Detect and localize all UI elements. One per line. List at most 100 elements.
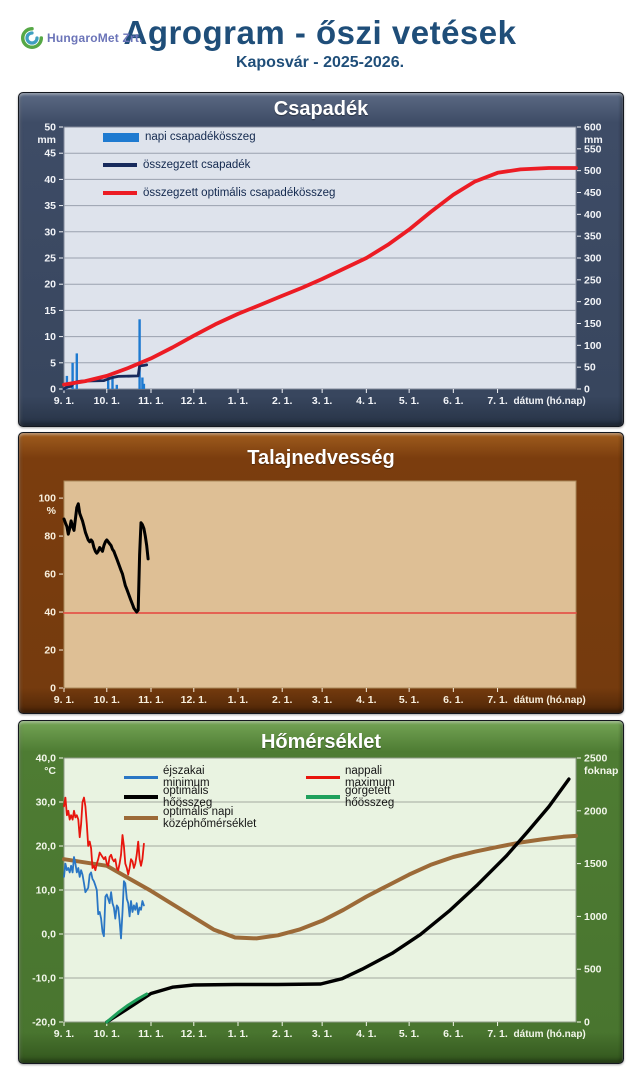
svg-text:10,0: 10,0 (36, 885, 57, 897)
gridlines (64, 152, 576, 364)
svg-text:12. 1.: 12. 1. (181, 395, 207, 407)
svg-text:0: 0 (584, 384, 590, 396)
x-axis-title: dátum (hó.nap) (514, 695, 586, 706)
temperature-chart-title: Hőmérséklet (260, 731, 382, 753)
legend-label: éjszakai minimum (163, 765, 210, 789)
series-optimális-hőösszeg (105, 777, 571, 1024)
left-axis: 100% 80 60 40 20 0 (38, 493, 63, 695)
svg-text:40: 40 (44, 607, 56, 619)
svg-text:%: % (47, 505, 57, 517)
series-görgetett-hőösszeg (105, 992, 149, 1024)
svg-text:30,0: 30,0 (36, 797, 57, 809)
svg-text:-20,0: -20,0 (32, 1017, 56, 1029)
svg-text:1000: 1000 (584, 911, 608, 923)
svg-text:1500: 1500 (584, 858, 608, 870)
svg-text:3. 1.: 3. 1. (312, 1028, 333, 1040)
legend-item: nappali maximum (306, 765, 395, 789)
svg-text:7. 1.: 7. 1. (487, 395, 508, 407)
daily-precip-swatch (103, 132, 139, 142)
svg-text:foknap: foknap (584, 765, 618, 777)
legend-label: nappali maximum (345, 765, 395, 789)
svg-text:6. 1.: 6. 1. (443, 1028, 464, 1040)
optimal-mean-temp-swatch (124, 816, 158, 820)
svg-text:10. 1.: 10. 1. (94, 694, 120, 706)
svg-text:2000: 2000 (584, 805, 608, 817)
svg-text:100: 100 (584, 340, 602, 352)
svg-text:550: 550 (584, 143, 602, 155)
soil-moisture-chart-title: Talajnedvesség (247, 447, 395, 469)
precipitation-legend: napi csapadékösszeg összegzett csapadék … (103, 123, 335, 207)
svg-text:11. 1.: 11. 1. (138, 395, 164, 407)
legend-label: optimális napi középhőmérséklet (163, 806, 257, 830)
series-összegzett-optimális-csapadékösszeg (62, 166, 578, 387)
svg-text:12. 1.: 12. 1. (181, 1028, 207, 1040)
x-axis: 9. 1. 10. 1. 11. 1. 12. 1. 1. 1. 2. 1. 3. 1. 4.… (54, 688, 586, 706)
svg-text:7. 1.: 7. 1. (487, 694, 508, 706)
svg-text:0: 0 (584, 1017, 590, 1029)
svg-text:9. 1.: 9. 1. (54, 395, 75, 407)
night-min-swatch (124, 775, 158, 779)
soil-moisture-chart-plot: 100% 80 60 40 20 09. 1. 10. 1. 11. 1. 12. 1. 1. 1… (38, 480, 586, 706)
svg-text:5. 1.: 5. 1. (399, 395, 420, 407)
svg-text:50: 50 (44, 122, 56, 134)
svg-text:5. 1.: 5. 1. (399, 694, 420, 706)
svg-text:9. 1.: 9. 1. (54, 694, 75, 706)
hungaromet-spiral-icon (20, 26, 44, 50)
svg-text:45: 45 (44, 148, 56, 160)
x-axis: 9. 1. 10. 1. 11. 1. 12. 1. 1. 1. 2. 1. 3. 1. 4.… (54, 389, 586, 407)
x-axis: 9. 1. 10. 1. 11. 1. 12. 1. 1. 1. 2. 1. 3. 1. 4.… (54, 1022, 586, 1040)
svg-text:3. 1.: 3. 1. (312, 694, 333, 706)
logo-text: HungaroMet Zrt. (47, 31, 143, 45)
svg-text:500: 500 (584, 165, 602, 177)
svg-text:5. 1.: 5. 1. (399, 1028, 420, 1040)
svg-text:300: 300 (584, 253, 602, 265)
svg-text:6. 1.: 6. 1. (443, 395, 464, 407)
rolled-heatsum-swatch (306, 795, 340, 799)
precipitation-chart-box: Csapadék 50 mm 45 40 35 30 25 20 15 10 5 0 600 mm 550 5… (18, 92, 624, 427)
svg-text:0,0: 0,0 (41, 929, 56, 941)
svg-text:150: 150 (584, 318, 602, 330)
svg-text:20,0: 20,0 (36, 841, 57, 853)
legend-item: éjszakai minimum (124, 765, 210, 789)
svg-text:1. 1.: 1. 1. (228, 395, 249, 407)
svg-text:400: 400 (584, 209, 602, 221)
legend-item: napi csapadékösszeg (103, 123, 335, 151)
plot-area (63, 480, 577, 689)
legend-item: összegzett csapadék (103, 151, 335, 179)
svg-text:100: 100 (38, 493, 56, 505)
svg-text:10. 1.: 10. 1. (94, 1028, 120, 1040)
legend-label: napi csapadékösszeg (145, 131, 256, 143)
x-axis-title: dátum (hó.nap) (514, 1029, 586, 1040)
svg-text:2. 1.: 2. 1. (272, 395, 293, 407)
legend-item: összegzett optimális csapadékösszeg (103, 179, 335, 207)
precipitation-chart-title: Csapadék (273, 98, 369, 120)
svg-text:15: 15 (44, 305, 56, 317)
svg-text:10: 10 (44, 331, 56, 343)
svg-text:mm: mm (37, 134, 56, 146)
svg-text:35: 35 (44, 200, 56, 212)
hungaromet-logo: HungaroMet Zrt. (20, 26, 143, 50)
cumulative-precip-swatch (103, 163, 137, 167)
svg-text:4. 1.: 4. 1. (356, 694, 377, 706)
svg-text:600: 600 (584, 122, 602, 134)
legend-item: görgetett hőösszeg (306, 785, 394, 809)
x-axis-title: dátum (hó.nap) (514, 396, 586, 407)
svg-text:°C: °C (44, 765, 56, 777)
soil-moisture-chart-box: Talajnedvesség 100% 80 60 40 20 0 9. 1. 10. 1. 1… (18, 432, 624, 714)
precipitation-chart-plot: 50mm454035302520151050600mm5505004504003… (37, 122, 603, 408)
series-nappali-maximum (63, 796, 145, 876)
series-összegzett-csapadék (62, 363, 149, 391)
optimal-precip-swatch (103, 191, 137, 195)
page-subtitle: Kaposvár - 2025-2026. (235, 54, 405, 71)
legend-item: optimális napi középhőmérséklet (124, 806, 256, 830)
page-title: Agrogram - őszi vetések (123, 14, 517, 51)
temperature-chart-box: Hőmérséklet 40,0 °C 30,0 20,0 10,0 0,0 -10,0 -2… (18, 720, 624, 1064)
svg-text:1. 1.: 1. 1. (228, 1028, 249, 1040)
svg-text:4. 1.: 4. 1. (356, 395, 377, 407)
legend-item: optimális hőösszeg (124, 785, 212, 809)
svg-text:mm: mm (584, 134, 603, 146)
day-max-swatch (306, 775, 340, 779)
